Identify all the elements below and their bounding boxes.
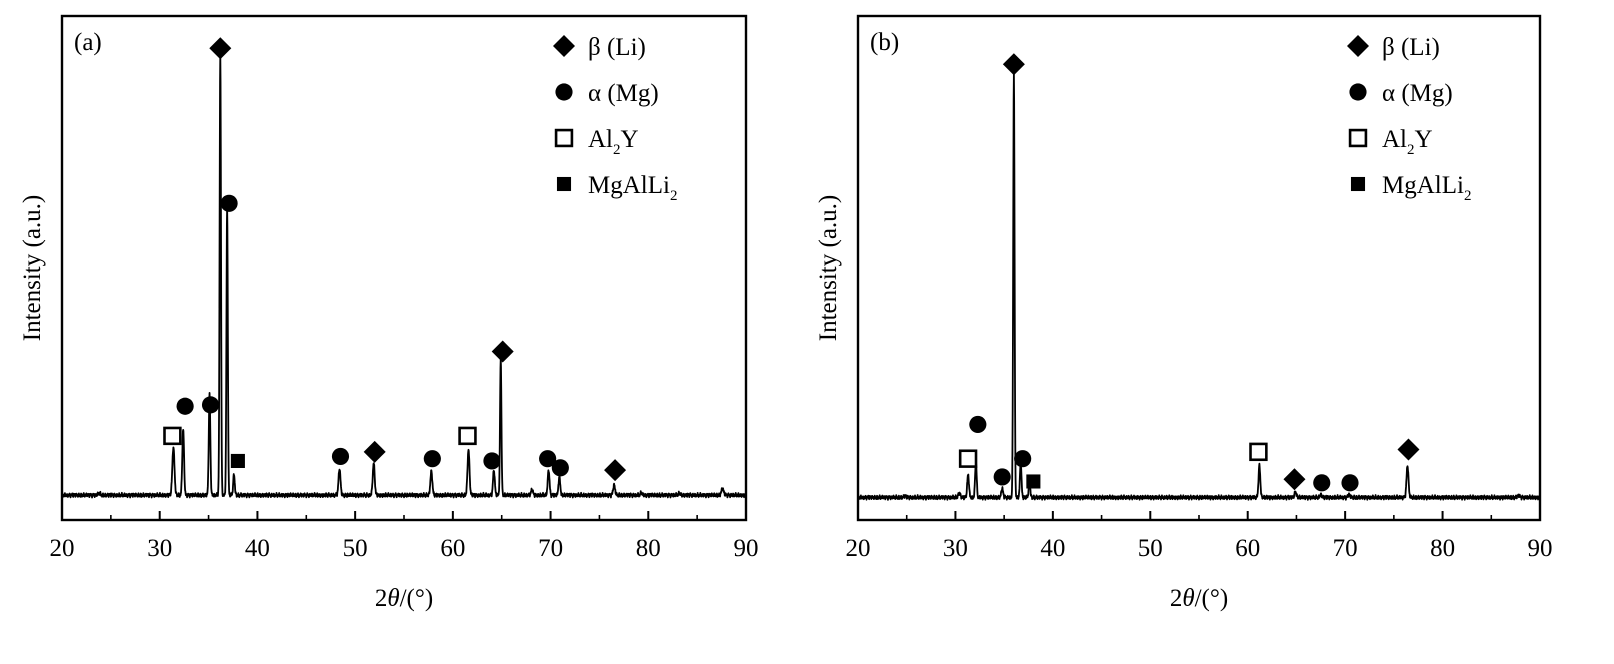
x-tick-label: 60	[440, 535, 465, 562]
legend-marker-filled-square	[1350, 176, 1366, 192]
phase-marker-circle	[220, 194, 238, 212]
phase-marker-circle	[969, 415, 987, 434]
phase-marker-circle	[331, 447, 350, 465]
phase-marker-filled-square	[230, 453, 245, 468]
x-tick-label: 30	[147, 535, 172, 562]
phase-marker-circle	[551, 459, 569, 477]
phase-marker-circle	[1014, 450, 1032, 468]
x-tick-label: 80	[1430, 535, 1455, 562]
x-tick-label: 40	[1040, 535, 1065, 562]
x-axis-label: 2θ/(°)	[1170, 585, 1228, 612]
phase-marker-circle	[201, 396, 220, 414]
x-tick-label: 20	[846, 535, 871, 562]
panel-label: (b)	[870, 29, 899, 56]
phase-marker-circle	[539, 450, 557, 468]
legend-marker-circle	[1349, 83, 1367, 101]
legend-text-circle: α (Mg)	[1382, 80, 1453, 107]
phase-marker-diamond	[491, 340, 514, 363]
panel-label: (a)	[74, 29, 102, 56]
phase-marker-diamond	[1397, 438, 1420, 461]
x-tick-label: 60	[1235, 535, 1260, 562]
legend-text-diamond: β (Li)	[1382, 34, 1440, 61]
x-tick-label: 30	[943, 535, 968, 562]
legend-text-circle: α (Mg)	[588, 80, 659, 107]
x-tick-label: 90	[1528, 535, 1553, 562]
x-axis-label: 2θ/(°)	[375, 585, 433, 612]
phase-marker-diamond	[1283, 468, 1306, 491]
phase-marker-diamond	[1002, 53, 1025, 76]
x-tick-label: 70	[538, 535, 563, 562]
legend-text-diamond: β (Li)	[588, 34, 646, 61]
legend-marker-open-square	[554, 128, 574, 148]
phase-marker-open-square	[163, 426, 182, 446]
phase-marker-circle	[423, 450, 441, 468]
x-tick-label: 80	[636, 535, 661, 562]
phase-marker-diamond	[363, 440, 386, 463]
phase-marker-filled-square	[1026, 474, 1041, 489]
x-tick-label: 90	[734, 535, 759, 562]
phase-marker-open-square	[1249, 442, 1268, 462]
phase-marker-open-square	[958, 449, 978, 468]
xrd-pattern-line	[857, 71, 1541, 501]
y-axis-label: Intensity (a.u.)	[19, 195, 46, 341]
legend-text-filled-square: MgAlLi2	[588, 172, 677, 204]
phase-marker-open-square	[458, 426, 477, 446]
legend-text-open-square: Al2Y	[588, 126, 639, 158]
phase-marker-circle	[1341, 474, 1359, 492]
legend-marker-circle	[555, 83, 573, 101]
y-axis-label: Intensity (a.u.)	[815, 195, 842, 341]
phase-marker-circle	[993, 468, 1011, 486]
panel-a-chart: 20 30 40 50 60 70 80 90 2θ/(°) Intensity (a.u.) (a…	[19, 14, 759, 612]
legend-marker-open-square	[1348, 128, 1368, 148]
legend-marker-diamond	[1347, 35, 1369, 57]
legend-marker-diamond	[553, 35, 575, 57]
phase-marker-circle	[483, 452, 501, 470]
phase-marker-diamond	[604, 459, 627, 482]
x-tick-label: 40	[245, 535, 270, 562]
x-tick-label: 50	[1138, 535, 1163, 562]
x-tick-label: 50	[343, 535, 368, 562]
x-tick-label: 70	[1333, 535, 1358, 562]
xrd-pattern-line	[61, 52, 747, 499]
legend-text-filled-square: MgAlLi2	[1382, 172, 1471, 204]
phase-marker-circle	[176, 397, 194, 415]
panel-b-chart: 20 30 40 50 60 70 80 90 2θ/(°) Intensity (a.u.) (b…	[815, 14, 1553, 612]
phase-marker-diamond	[209, 37, 232, 60]
legend-text-open-square: Al2Y	[1382, 126, 1433, 158]
phase-marker-circle	[1313, 474, 1331, 492]
legend-marker-filled-square	[556, 176, 572, 192]
x-tick-label: 20	[50, 535, 75, 562]
